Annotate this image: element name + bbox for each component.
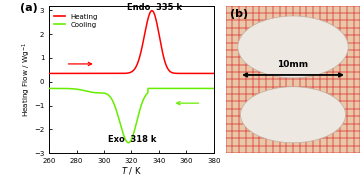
Y-axis label: Heating Flow / Wg$^{-1}$: Heating Flow / Wg$^{-1}$ (20, 42, 32, 117)
Text: 10mm: 10mm (277, 60, 309, 69)
X-axis label: $\it{T}$ / K: $\it{T}$ / K (121, 165, 142, 176)
Legend: Heating, Cooling: Heating, Cooling (54, 14, 98, 28)
Ellipse shape (241, 87, 345, 143)
Text: (a): (a) (20, 3, 37, 13)
Text: Endo  335 k: Endo 335 k (127, 3, 182, 12)
Text: (b): (b) (230, 9, 248, 19)
Text: Exo  318 k: Exo 318 k (108, 135, 157, 144)
Ellipse shape (238, 16, 348, 78)
